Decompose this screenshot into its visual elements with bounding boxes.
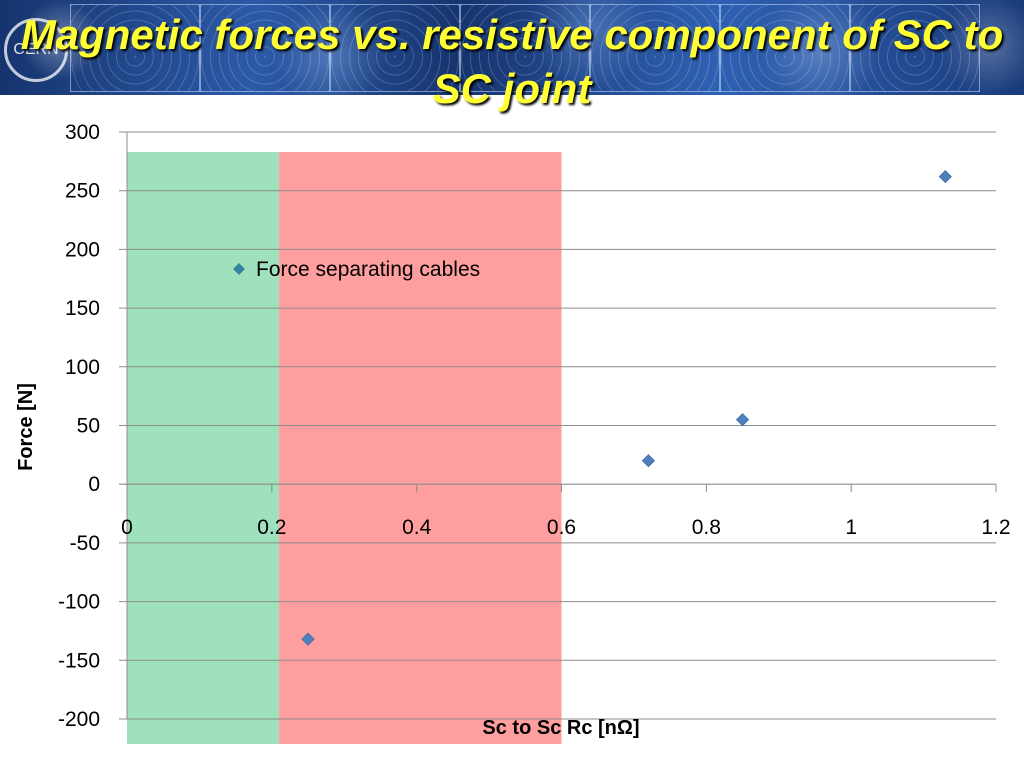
data-points	[301, 170, 952, 646]
x-tick-label: 0.6	[547, 516, 576, 539]
data-point	[938, 170, 952, 184]
y-tick-label: 100	[65, 356, 100, 379]
shaded-regions	[127, 152, 562, 744]
banner-image-tile	[200, 4, 330, 92]
x-tick-labels: 0 0.2 0.4 0.6 0.8 1 1.2	[121, 516, 1010, 539]
data-point	[735, 413, 750, 427]
red-region	[279, 152, 562, 744]
gridlines	[119, 131, 996, 720]
cern-logo: CERN	[4, 18, 68, 82]
y-tick-label: -200	[58, 708, 100, 731]
x-tick-label: 1.2	[981, 516, 1010, 539]
y-tick-label: -50	[70, 532, 100, 555]
banner-image-tile	[70, 4, 200, 92]
x-tick-label: 0.2	[257, 516, 286, 539]
y-tick-label: 0	[88, 473, 100, 496]
data-point	[301, 632, 315, 646]
x-tick-label: 1	[845, 516, 857, 539]
header-banner: CERN	[0, 0, 1024, 95]
x-tick-label: 0.8	[692, 516, 721, 539]
legend: Force separating cables	[233, 258, 480, 281]
x-tick-label: 0.4	[402, 516, 432, 539]
banner-image-tile	[330, 4, 460, 92]
x-axis-title: Sc to Sc Rc [nΩ]	[482, 717, 639, 739]
data-point	[641, 454, 655, 468]
y-tick-label: 200	[65, 238, 100, 261]
banner-image-tile	[720, 4, 850, 92]
green-region	[127, 152, 280, 744]
axes	[119, 132, 997, 719]
legend-marker	[233, 263, 245, 275]
scatter-chart: 300 250 200 150 100 50 0 -50 -100 -150 -200 0 0.2 0.…	[15, 121, 1011, 744]
banner-image-tile	[850, 4, 980, 92]
y-axis-title: Force [N]	[15, 383, 37, 471]
slide-title: Magnetic forces vs. resistive component …	[20, 11, 1004, 112]
y-tick-label: -150	[58, 649, 100, 672]
y-tick-label: 150	[65, 297, 100, 320]
y-tick-labels: 300 250 200 150 100 50 0 -50 -100 -150 -200	[58, 121, 100, 731]
banner-image-tile	[460, 4, 590, 92]
y-tick-label: -100	[58, 591, 100, 614]
x-tick-label: 0	[121, 516, 133, 539]
y-tick-label: 250	[65, 180, 100, 203]
y-tick-label: 50	[77, 415, 100, 438]
banner-image-tile	[590, 4, 720, 92]
y-tick-label: 300	[65, 121, 100, 144]
legend-label: Force separating cables	[256, 258, 480, 281]
